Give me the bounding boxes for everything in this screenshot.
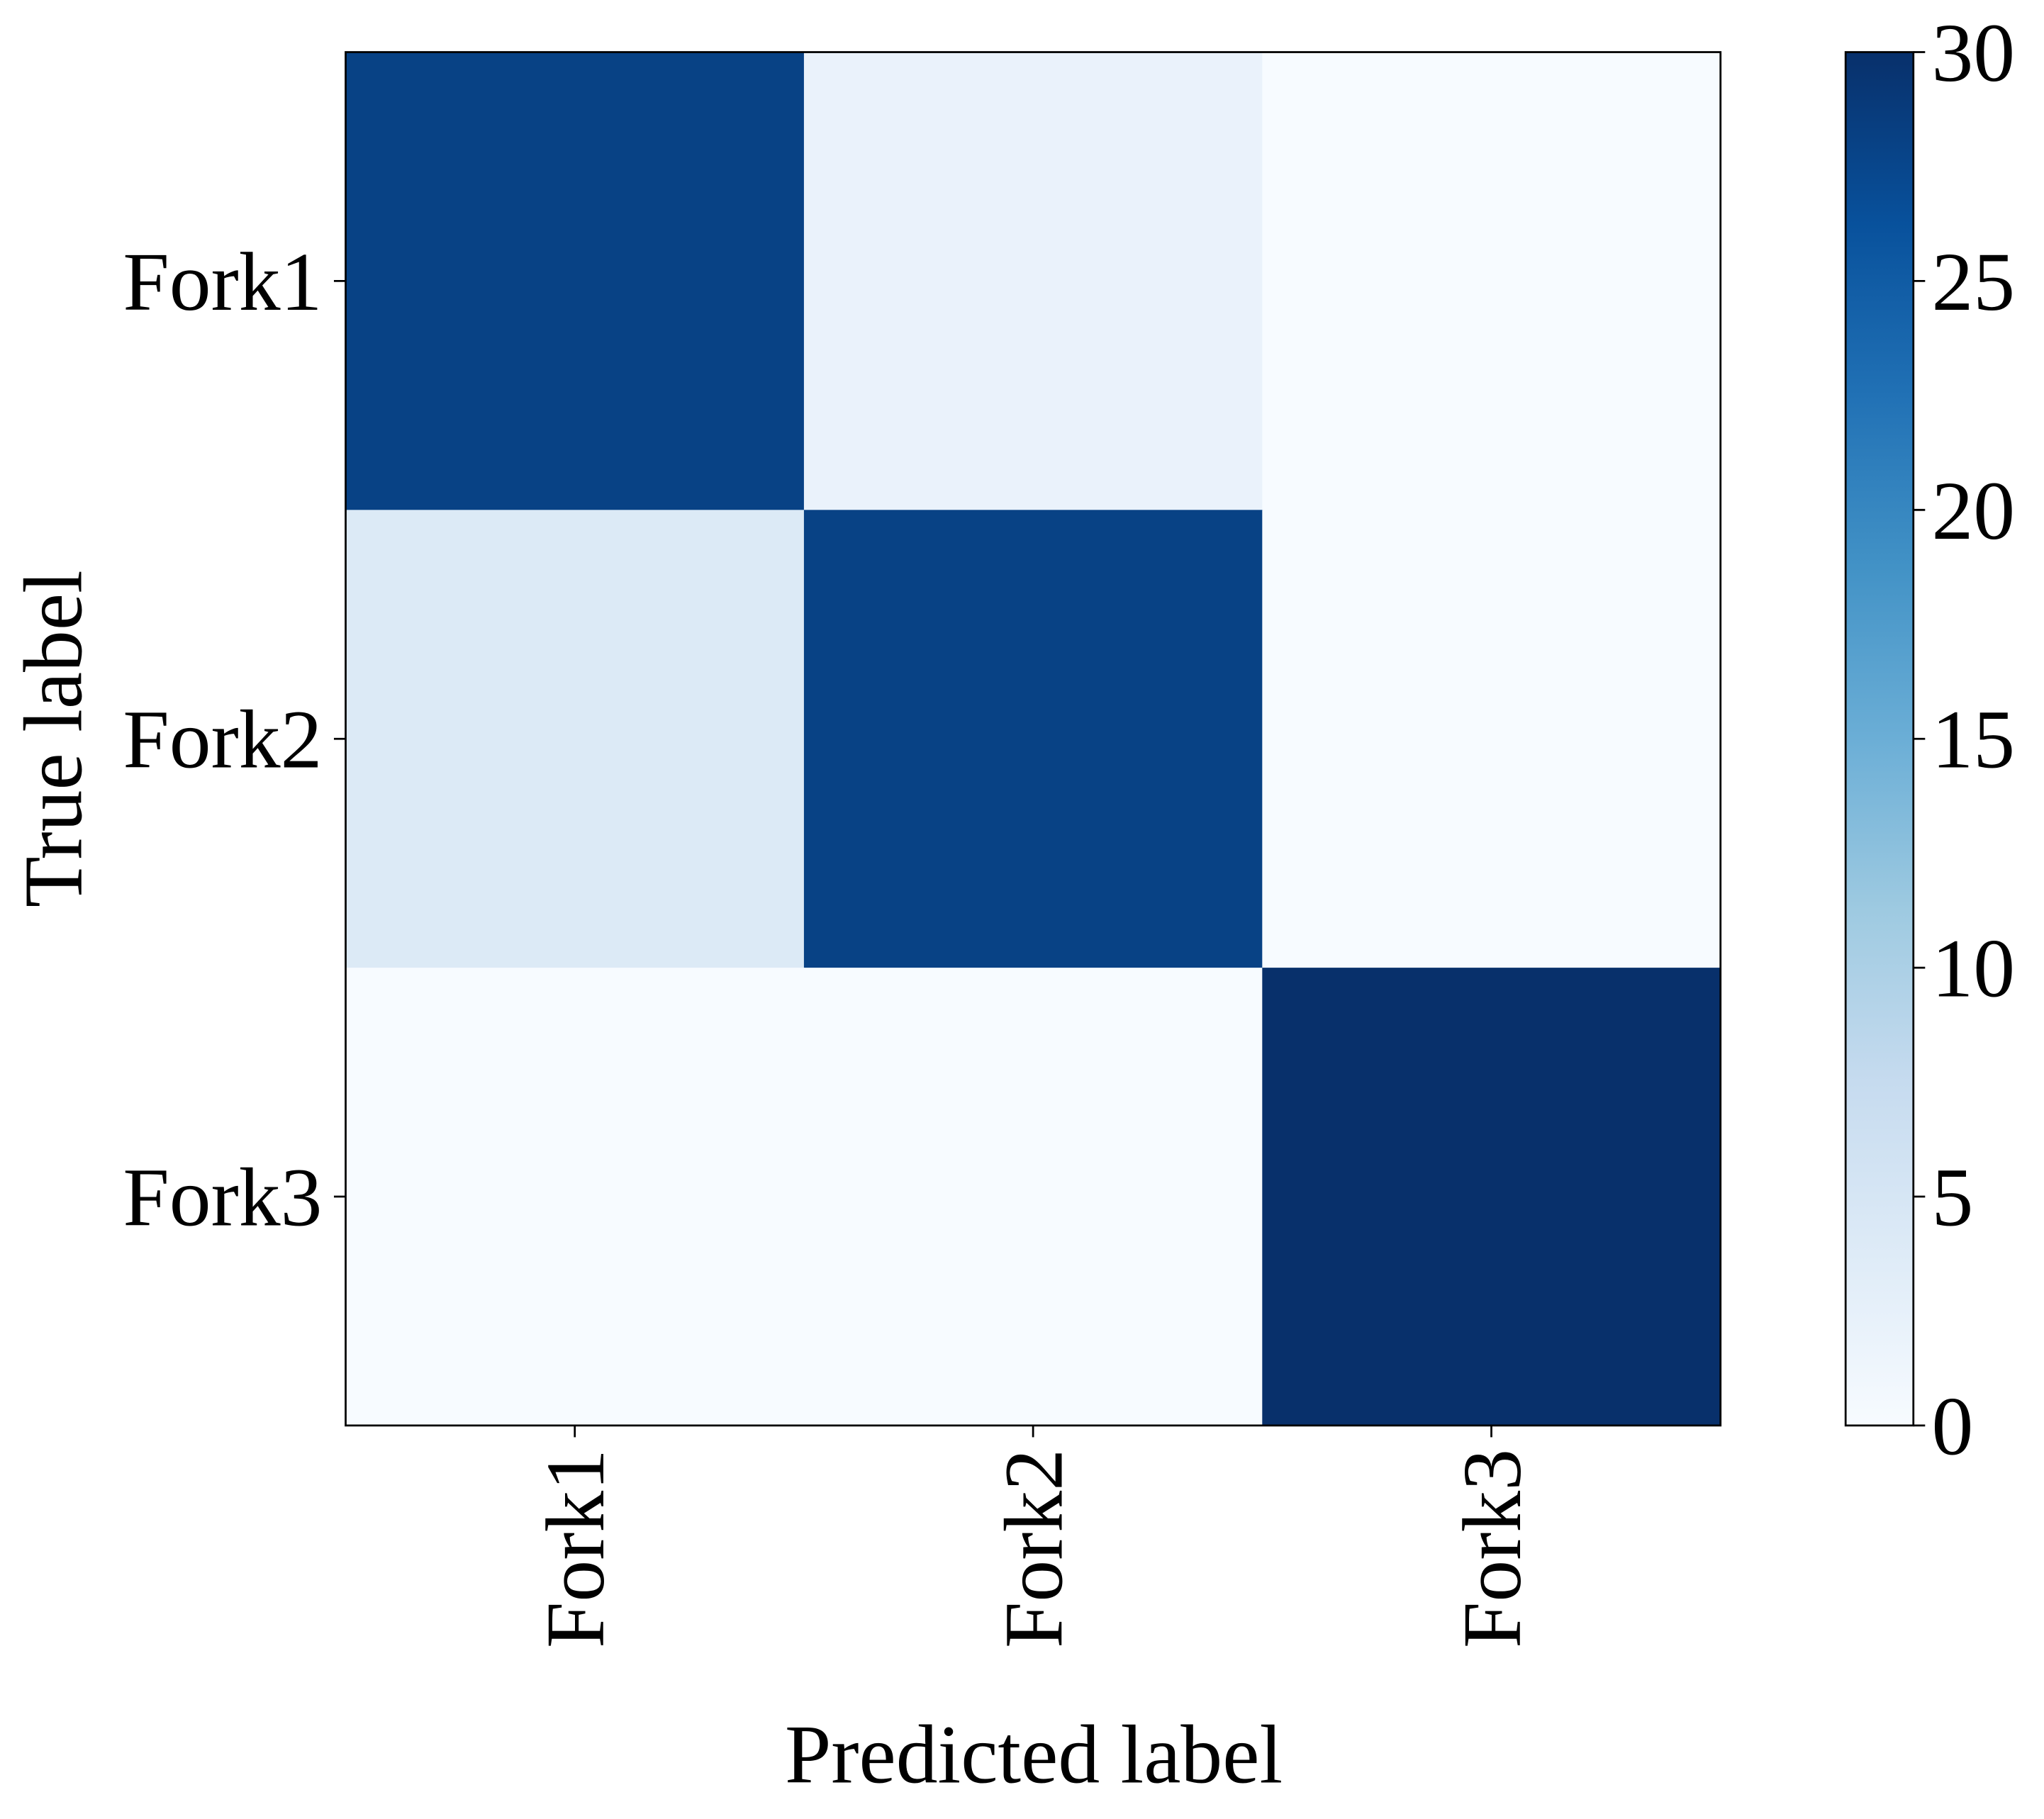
heatmap-cell [345,52,805,511]
colorbar-tick-label: 0 [1932,1380,1974,1472]
colorbar-tick-label: 5 [1932,1151,1974,1243]
heatmap-cell [803,510,1263,969]
y-tick-label: Fork2 [123,694,322,786]
y-tick-label: Fork3 [123,1151,322,1243]
heatmap-cell [1262,52,1721,511]
x-tick-label: Fork3 [1446,1449,1538,1648]
heatmap-cell [1262,968,1721,1426]
colorbar-tick-label: 25 [1932,236,2016,328]
heatmap-cell [345,968,805,1426]
x-axis-label: Predicted label [785,1709,1283,1801]
heatmap-cell [1262,510,1721,969]
colorbar [1844,51,1915,1427]
colorbar-tick-label: 15 [1932,694,2016,786]
y-tick-label: Fork1 [123,236,322,328]
heatmap-cell [345,510,805,969]
x-tick-label: Fork1 [530,1449,622,1648]
colorbar-tick-label: 10 [1932,923,2016,1015]
heatmap-cell [803,968,1263,1426]
x-tick-label: Fork2 [988,1449,1080,1648]
colorbar-tick-label: 30 [1932,7,2016,99]
heatmap-cell [803,52,1263,511]
colorbar-tick-label: 20 [1932,465,2016,557]
y-axis-label: True label [7,570,99,907]
